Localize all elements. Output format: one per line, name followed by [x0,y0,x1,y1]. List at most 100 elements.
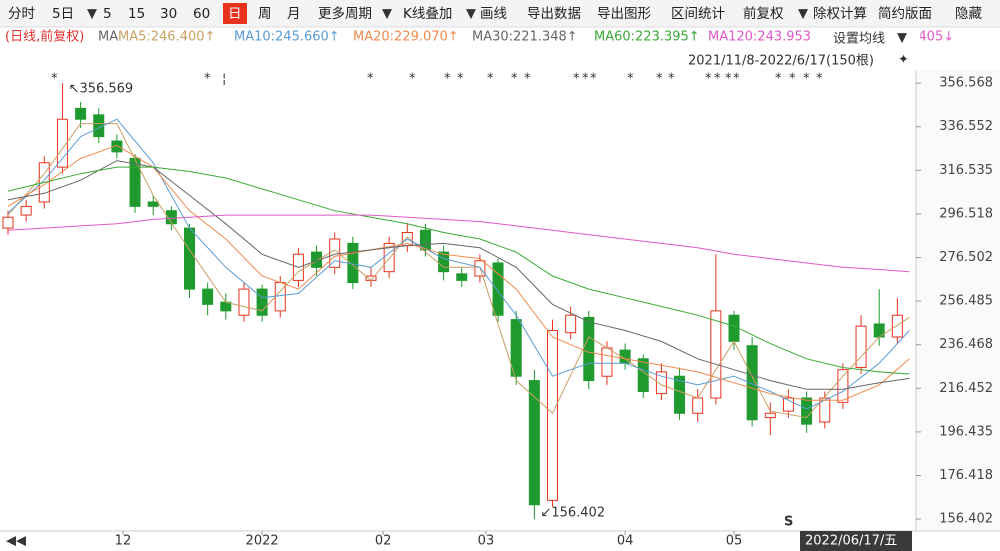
annotation-arrow: ↙ [540,506,551,521]
svg-text:*: * [656,72,663,87]
candle-body [147,201,159,207]
dropdown-arrow: ▼ [87,7,97,22]
toolbar-item[interactable]: 更多周期 [318,5,372,22]
y-axis-bg [916,70,1000,531]
toolbar-item[interactable]: 15 [128,6,145,22]
svg-text:*: * [367,72,374,87]
toolbar-bg [0,0,1000,27]
y-tick-label: 316.535 [939,163,993,178]
toolbar-selected-bg[interactable] [223,3,247,24]
legend-entry: MA120:243.953 [708,30,811,45]
candle-body [75,107,87,120]
toolbar-item[interactable]: 隐藏 [955,6,983,22]
svg-text:*: * [803,72,810,87]
x-tick-label: 2022 [246,534,279,549]
dropdown-arrow: ▼ [466,7,476,22]
candle-body [565,314,577,334]
toolbar-item[interactable]: 60 [193,6,210,22]
candle-body [492,262,504,316]
toolbar-item[interactable]: 月 [287,6,301,22]
candle-body [782,397,794,412]
svg-text:*: * [816,72,823,87]
ma-line [7,123,910,419]
svg-text:*: * [524,72,531,87]
settings-button[interactable]: 设置均线 [833,32,885,47]
svg-text:*: * [668,72,675,87]
toolbar-item[interactable]: 5日 [52,6,74,22]
x-tick-label: 03 [478,534,495,549]
candle-body [2,216,14,229]
svg-text:*: * [733,72,740,87]
toolbar-item[interactable]: 分时 [8,6,35,22]
toolbar-item[interactable]: 前复权 [743,5,784,22]
candle-body [20,205,32,216]
candle-body [601,347,613,377]
scroll-left[interactable]: ◀◀ [6,534,26,549]
candle-body [438,251,450,273]
y-tick-label: 276.502 [939,250,993,265]
y-tick-label: 156.402 [939,512,993,527]
candle-body [710,310,722,399]
ma-line [7,118,910,410]
y-tick-label: 216.452 [939,381,993,396]
x-tick-label: 02 [375,534,392,549]
ma-line [7,166,910,375]
candle-body [819,397,831,423]
svg-text:*: * [582,72,589,87]
toolbar-item[interactable]: 周 [258,6,272,22]
toolbar-item[interactable]: 30 [160,6,177,22]
candle-body [510,319,522,377]
candle-body [674,375,686,414]
current-date-bg [800,531,912,551]
y-tick-label: 356.568 [939,76,993,91]
svg-text:*: * [573,72,580,87]
toolbar-item[interactable]: 导出数据 [527,6,581,22]
y-tick-label: 176.418 [939,468,993,483]
pin-icon[interactable]: ✦ [898,53,909,68]
annotation-label: 156.402 [551,506,605,521]
svg-text:*: * [627,72,634,87]
svg-text:*: * [487,72,494,87]
legend-entry: MA5:246.400↑ [118,30,215,45]
candle-body [256,288,268,316]
ma-line [7,160,910,390]
ma-line [7,214,910,273]
x-tick-label: 12 [115,534,132,549]
y-tick-label: 256.485 [939,294,993,309]
candle-body [764,412,776,419]
annotation-label: 356.569 [79,82,133,97]
dropdown-arrow: ▼ [798,7,808,22]
candle-body [184,227,195,290]
toolbar-item[interactable]: 导出图形 [597,6,651,22]
settings-button-bg[interactable] [828,28,920,48]
svg-text:*: * [457,72,464,87]
toolbar-item[interactable]: 区间统计 [671,6,725,22]
toolbar-item[interactable]: 画线 [480,6,507,22]
candle-body [419,229,431,251]
svg-text:¦: ¦ [222,72,226,87]
candle-body [837,369,849,403]
svg-text:*: * [705,72,712,87]
svg-text:*: * [789,72,796,87]
svg-text:*: * [409,72,416,87]
candle-body [111,140,123,153]
legend-entry: MA20:229.070↑ [353,30,459,45]
candle-body [891,314,903,338]
candle-body [56,118,68,168]
svg-text:*: * [775,72,782,87]
dropdown-arrow: ▼ [897,31,907,46]
svg-text:*: * [204,72,211,87]
toolbar-item[interactable]: K线叠加 [403,6,452,22]
date-range: 2021/11/8-2022/6/17(150根) [688,54,874,69]
candle-body [165,210,177,225]
candle-body [528,380,540,506]
event-markers: * * ¦ * * * * * * * * * * * * * * * * * * * * * [51,72,823,87]
toolbar-item[interactable]: 除权计算 [813,5,867,22]
candle-body [801,397,813,425]
svg-text:*: * [444,72,451,87]
toolbar-item[interactable]: 5 [103,6,112,22]
candle-body [746,345,758,421]
candle-body [637,358,649,392]
toolbar-item[interactable]: 日 [228,6,242,22]
toolbar-item[interactable]: 简约版面 [878,5,932,22]
